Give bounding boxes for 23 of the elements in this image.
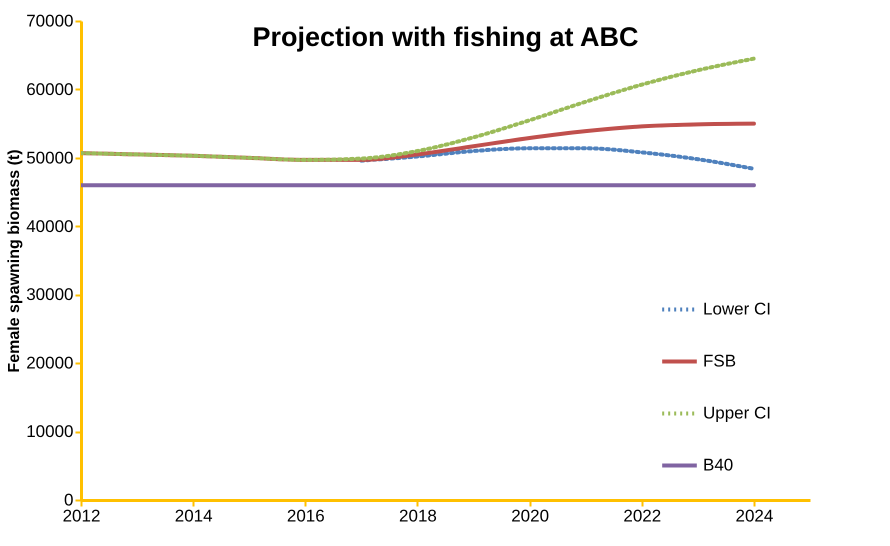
x-tick-label: 2020: [511, 506, 550, 526]
legend-label: B40: [703, 456, 734, 474]
x-tick-label: 2022: [623, 506, 662, 526]
x-tick-label: 2024: [736, 506, 774, 526]
line-series: [359, 146, 756, 171]
y-tick-label: 70000: [26, 12, 74, 30]
y-tick-label: 30000: [26, 285, 74, 304]
x-tick-label: 2018: [399, 506, 437, 526]
y-tick-label: 50000: [26, 148, 74, 168]
legend-label: FSB: [703, 352, 736, 370]
y-tick-label: 10000: [26, 422, 74, 442]
y-tick-label: 20000: [26, 354, 74, 373]
y-tick-label: 0: [64, 490, 74, 510]
chart-title: Projection with fishing at ABC: [252, 22, 639, 52]
y-tick-label: 60000: [26, 80, 74, 99]
x-tick-label: 2016: [286, 506, 325, 526]
line-series: [81, 56, 756, 162]
x-tick-label: 2012: [62, 506, 100, 526]
legend-label: Upper CI: [703, 404, 772, 422]
x-tick-label: 2014: [174, 506, 213, 526]
y-tick-label: 40000: [26, 216, 74, 236]
y-axis-title: Female spawning biomass (t): [6, 149, 24, 373]
legend-label: Lower CI: [703, 300, 772, 318]
